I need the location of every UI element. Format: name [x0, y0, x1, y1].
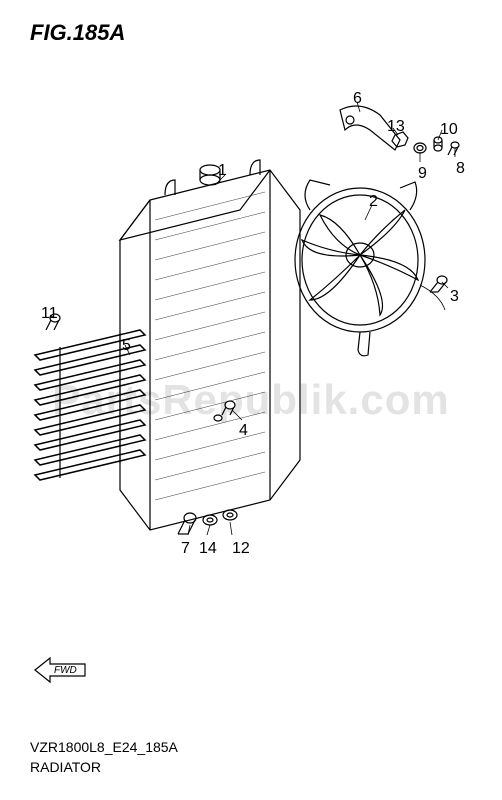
callout-1: 1 [218, 162, 227, 180]
callout-7: 7 [181, 540, 190, 558]
callout-8: 8 [456, 160, 465, 178]
callout-10: 10 [440, 121, 458, 139]
callout-9: 9 [418, 165, 427, 183]
hardware-bottom [178, 510, 237, 534]
radiator-assembly [120, 160, 300, 530]
fwd-label: FWD [54, 665, 77, 676]
callout-4: 4 [239, 422, 248, 440]
callout-6: 6 [353, 90, 362, 108]
footer-name: RADIATOR [30, 759, 101, 775]
callout-5: 5 [122, 337, 131, 355]
callout-3: 3 [450, 288, 459, 306]
fwd-arrow: FWD [30, 650, 110, 690]
callout-13: 13 [387, 118, 405, 136]
callout-11: 11 [41, 305, 58, 323]
callout-12: 12 [232, 540, 250, 558]
callout-14: 14 [199, 540, 217, 558]
footer-code: VZR1800L8_E24_185A [30, 739, 178, 755]
callout-2: 2 [369, 193, 378, 211]
